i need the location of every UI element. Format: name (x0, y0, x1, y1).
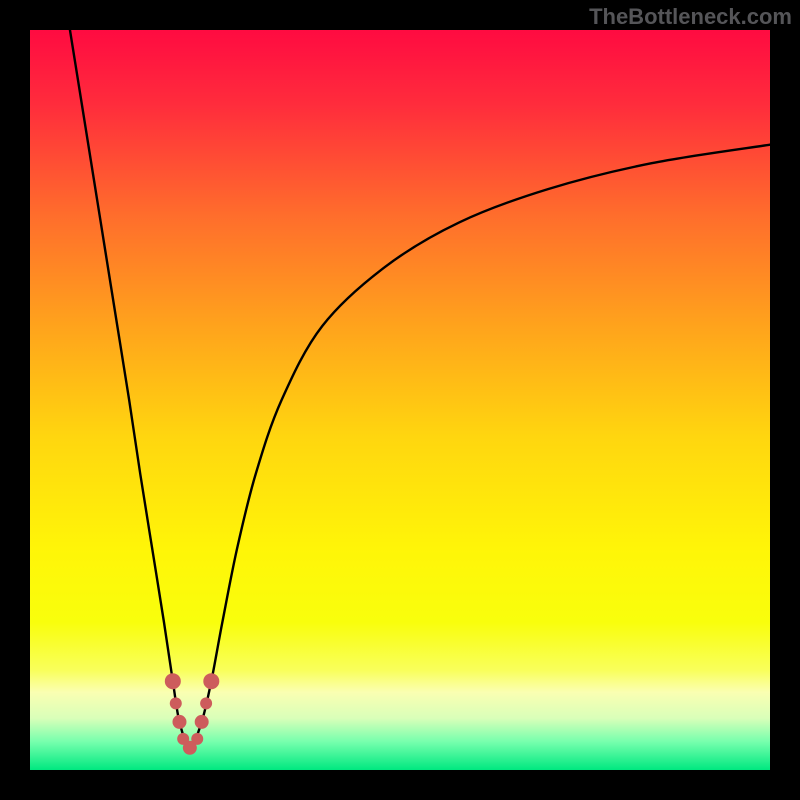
optimum-marker (172, 715, 186, 729)
optimum-marker (195, 715, 209, 729)
bottleneck-chart-svg (0, 0, 800, 800)
optimum-marker (191, 733, 203, 745)
optimum-marker (165, 673, 181, 689)
chart-container: TheBottleneck.com (0, 0, 800, 800)
optimum-marker (203, 673, 219, 689)
optimum-marker (200, 697, 212, 709)
optimum-marker (170, 697, 182, 709)
plot-background (30, 30, 770, 770)
